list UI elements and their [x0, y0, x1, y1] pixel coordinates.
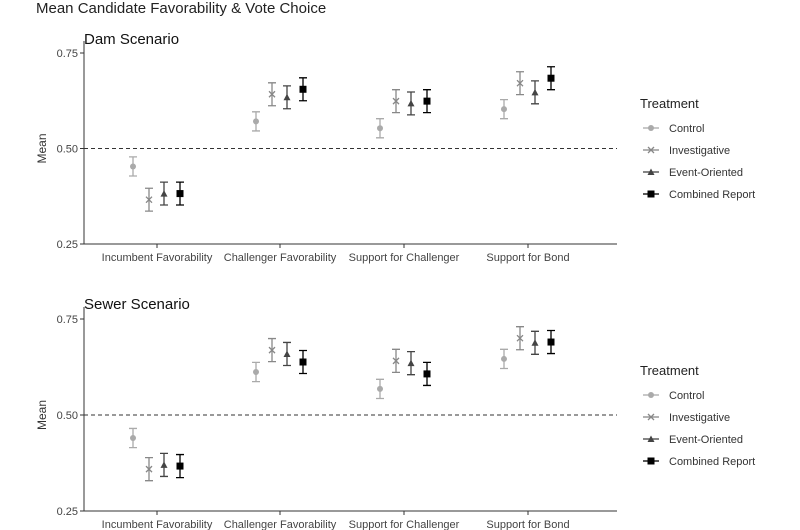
legend-title: Treatment [640, 363, 699, 378]
y-axis-label: Mean [35, 133, 49, 163]
legend-label: Investigative [669, 412, 730, 424]
data-point [283, 350, 291, 357]
legend-marker [647, 190, 655, 198]
legend-marker [647, 457, 655, 465]
data-point [377, 385, 383, 392]
data-point [516, 79, 524, 87]
legend-marker [648, 392, 654, 398]
y-tick-label: 0.75 [57, 48, 78, 60]
data-point [299, 358, 307, 366]
legend-marker [647, 146, 655, 154]
data-point [253, 368, 259, 375]
data-point [516, 334, 524, 342]
legend-label: Combined Report [669, 456, 755, 468]
data-point [423, 370, 431, 378]
data-point [160, 190, 168, 197]
data-point [407, 359, 415, 367]
x-tick-label: Support for Bond [486, 252, 569, 264]
data-point [283, 93, 291, 101]
legend-label: Event-Oriented [669, 434, 743, 446]
y-tick-label: 0.25 [57, 506, 78, 518]
data-point [130, 435, 136, 442]
data-point [268, 90, 276, 98]
x-tick-label: Incumbent Favorability [102, 252, 213, 264]
panel-title: Sewer Scenario [84, 296, 190, 313]
x-tick-label: Incumbent Favorability [102, 519, 213, 530]
y-tick-label: 0.75 [57, 314, 78, 326]
data-point [423, 97, 431, 105]
x-tick-label: Support for Bond [486, 519, 569, 530]
y-tick-label: 0.50 [57, 410, 78, 422]
data-point [392, 97, 400, 105]
y-tick-label: 0.25 [57, 239, 78, 251]
data-point [145, 465, 153, 473]
x-tick-label: Support for Challenger [349, 519, 460, 530]
data-point [160, 461, 168, 468]
data-point [501, 106, 507, 113]
data-point [377, 125, 383, 132]
data-point [392, 357, 400, 365]
data-point [531, 339, 539, 346]
data-point [531, 88, 539, 96]
data-point [547, 338, 555, 346]
legend-label: Investigative [669, 145, 730, 157]
legend-marker [648, 125, 654, 131]
data-point [547, 74, 555, 82]
legend-title: Treatment [640, 96, 699, 111]
legend-marker [647, 168, 655, 175]
legend-label: Control [669, 390, 704, 402]
legend-label: Event-Oriented [669, 167, 743, 179]
data-point [501, 355, 507, 362]
y-axis-label: Mean [35, 400, 49, 430]
x-tick-label: Challenger Favorability [224, 519, 337, 530]
data-point [253, 118, 259, 125]
legend-label: Combined Report [669, 189, 755, 201]
data-point [145, 196, 153, 204]
data-point [407, 99, 415, 107]
data-point [268, 346, 276, 354]
data-point [176, 462, 184, 470]
x-tick-label: Challenger Favorability [224, 252, 337, 264]
data-point [176, 190, 184, 198]
legend-marker [647, 435, 655, 442]
legend-marker [647, 413, 655, 421]
legend-label: Control [669, 123, 704, 135]
x-tick-label: Support for Challenger [349, 252, 460, 264]
y-tick-label: 0.50 [57, 144, 78, 156]
data-point [299, 85, 307, 93]
chart-title: Mean Candidate Favorability & Vote Choic… [36, 0, 326, 17]
data-point [130, 163, 136, 170]
panel-title: Dam Scenario [84, 31, 179, 48]
